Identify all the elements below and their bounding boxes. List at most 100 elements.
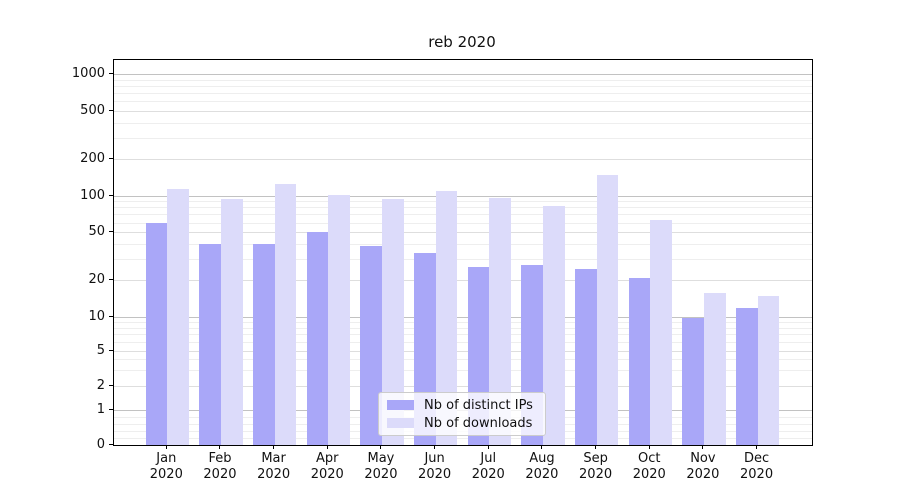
bar-ips-oct: [628, 278, 651, 445]
x-tick-mark-jul: [487, 445, 489, 449]
legend: Nb of distinct IPs Nb of downloads: [378, 392, 546, 436]
bar-downloads-nov: [703, 292, 726, 445]
y-tick-mark-2: [109, 385, 113, 387]
x-tick-mark-may: [380, 445, 382, 449]
gridline-y-6: [114, 341, 812, 343]
bar-downloads-dec: [757, 296, 780, 445]
x-tick-label-feb: Feb 2020: [203, 451, 237, 482]
x-tick-mark-nov: [702, 445, 704, 449]
x-tick-mark-apr: [326, 445, 328, 449]
bar-downloads-may: [381, 198, 404, 445]
x-tick-mark-mar: [273, 445, 275, 449]
legend-item-downloads: Nb of downloads: [385, 416, 539, 431]
gridline-y-70: [114, 214, 812, 216]
bar-ips-sep: [574, 269, 597, 445]
gridline-y-60: [114, 222, 812, 224]
legend-label-distinct-ips: Nb of distinct IPs: [424, 397, 533, 413]
y-tick-label-20: 20: [88, 272, 105, 288]
y-tick-mark-0: [109, 443, 113, 445]
gridline-y-800: [114, 86, 812, 88]
y-tick-label-2: 2: [96, 378, 105, 394]
x-tick-label-mar: Mar 2020: [257, 451, 291, 482]
bar-ips-nov: [682, 317, 704, 445]
gridline-y-2: [114, 386, 812, 388]
x-tick-mark-jan: [165, 445, 167, 449]
gridline-y-80: [114, 207, 812, 209]
y-tick-mark-5: [109, 349, 113, 351]
x-tick-mark-aug: [541, 445, 543, 449]
x-tick-mark-jun: [434, 445, 436, 449]
gridline-y-40: [114, 243, 812, 245]
x-tick-mark-sep: [595, 445, 597, 449]
y-tick-label-100: 100: [80, 187, 105, 203]
gridline-y-10: [114, 317, 812, 318]
x-tick-mark-dec: [756, 445, 758, 449]
y-tick-mark-100: [109, 194, 113, 196]
gridline-y-400: [114, 122, 812, 124]
x-tick-mark-oct: [648, 445, 650, 449]
y-tick-mark-10: [109, 316, 113, 317]
gridline-y-600: [114, 101, 812, 103]
bar-downloads-jun: [435, 191, 458, 445]
y-tick-label-500: 500: [80, 102, 105, 118]
x-tick-label-oct: Oct 2020: [632, 451, 666, 482]
y-tick-label-0: 0: [96, 436, 105, 452]
gridline-y-5: [114, 350, 812, 352]
chart-title: reb 2020: [428, 33, 496, 51]
gridline-y-700: [114, 93, 812, 95]
y-tick-mark-20: [109, 279, 113, 281]
x-tick-label-dec: Dec 2020: [740, 451, 774, 482]
bar-downloads-jul: [489, 197, 511, 445]
bar-downloads-aug: [542, 206, 565, 445]
x-tick-label-nov: Nov 2020: [686, 451, 720, 482]
bar-downloads-oct: [650, 219, 672, 445]
gridline-y-500: [114, 110, 812, 112]
bar-downloads-jan: [167, 188, 189, 445]
y-tick-label-10: 10: [88, 309, 105, 324]
gridline-y-0.2: [114, 437, 812, 439]
gridline-y-50: [114, 232, 812, 234]
bar-downloads-apr: [328, 194, 350, 445]
bar-ips-mar: [252, 244, 275, 445]
gridline-y-1000: [114, 74, 812, 76]
legend-item-distinct-ips: Nb of distinct IPs: [385, 398, 539, 413]
x-tick-label-aug: Aug 2020: [525, 451, 559, 482]
x-tick-label-jan: Jan 2020: [149, 451, 183, 482]
y-tick-label-1: 1: [96, 401, 105, 417]
y-tick-mark-500: [109, 109, 113, 111]
gridline-y-20: [114, 280, 812, 282]
x-tick-label-jul: Jul 2020: [471, 451, 505, 482]
bar-ips-dec: [735, 307, 758, 445]
gridline-y-90: [114, 201, 812, 203]
gridline-y-7: [114, 334, 812, 336]
bar-downloads-feb: [220, 198, 243, 445]
bar-downloads-mar: [274, 184, 297, 445]
y-tick-mark-1: [109, 408, 113, 410]
plot-area: [113, 59, 813, 446]
gridline-y-200: [114, 159, 812, 161]
y-tick-label-1000: 1000: [71, 66, 105, 82]
bar-ips-may: [360, 245, 382, 445]
x-tick-label-may: May 2020: [364, 451, 398, 482]
gridline-y-300: [114, 137, 812, 139]
bar-downloads-sep: [596, 174, 619, 445]
x-tick-mark-feb: [219, 445, 221, 449]
gridline-y-8: [114, 327, 812, 329]
bar-ips-apr: [306, 231, 329, 445]
x-tick-label-jun: Jun 2020: [418, 451, 452, 482]
legend-label-downloads: Nb of downloads: [424, 415, 533, 431]
x-tick-label-apr: Apr 2020: [310, 451, 344, 482]
x-tick-label-sep: Sep 2020: [579, 451, 613, 482]
gridline-y-100: [114, 195, 812, 197]
y-tick-label-5: 5: [96, 342, 105, 358]
gridline-y-9: [114, 322, 812, 324]
y-tick-mark-50: [109, 231, 113, 233]
gridline-y-900: [114, 79, 812, 81]
bar-ips-jan: [145, 223, 168, 445]
legend-swatch-downloads: [387, 418, 414, 428]
bar-ips-feb: [199, 244, 221, 445]
gridline-y-3: [114, 370, 812, 372]
y-tick-mark-1000: [109, 73, 113, 75]
y-tick-mark-200: [109, 158, 113, 160]
